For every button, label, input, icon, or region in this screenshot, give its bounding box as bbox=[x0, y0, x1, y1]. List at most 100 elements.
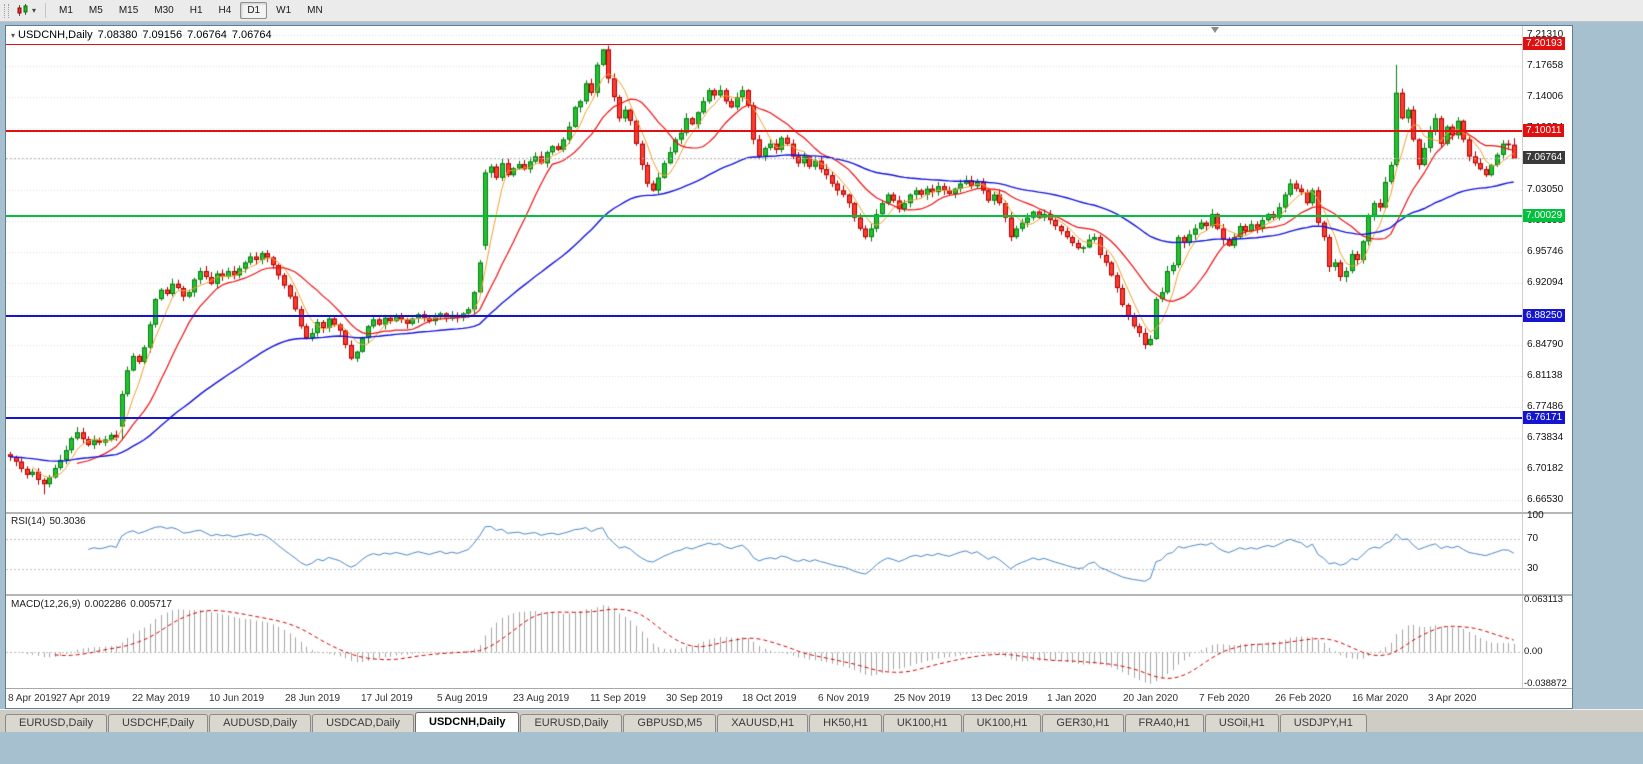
chart-tab[interactable]: FRA40,H1 bbox=[1124, 714, 1204, 732]
chart-tab[interactable]: USDCHF,Daily bbox=[107, 714, 209, 732]
date-axis-label: 25 Nov 2019 bbox=[894, 693, 951, 704]
dropdown-caret-icon[interactable]: ▾ bbox=[32, 6, 37, 15]
chart-canvas[interactable] bbox=[6, 26, 1522, 708]
price-axis-label: 7.03050 bbox=[1527, 184, 1564, 195]
price-axis-label: 6.70182 bbox=[1527, 463, 1564, 474]
chart-tab-bar: EURUSD,Daily USDCHF,Daily AUDUSD,Daily USDC… bbox=[0, 709, 1643, 732]
macd-axis-label: -0.038872 bbox=[1524, 678, 1567, 689]
date-axis-separator bbox=[6, 688, 1572, 689]
horizontal-line[interactable] bbox=[6, 215, 1522, 217]
price-axis-label: 6.77486 bbox=[1527, 401, 1564, 412]
ohlc-close: 7.06764 bbox=[231, 29, 272, 41]
price-axis-label: 6.95746 bbox=[1527, 246, 1564, 257]
date-axis-label: 1 Jan 2020 bbox=[1047, 693, 1097, 704]
macd-name: MACD(12,26,9) bbox=[11, 599, 81, 610]
chart-tab[interactable]: UK100,H1 bbox=[882, 714, 962, 732]
date-axis-label: 7 Feb 2020 bbox=[1199, 693, 1250, 704]
chart-tab[interactable]: UK100,H1 bbox=[962, 714, 1042, 732]
price-axis-label: 7.14006 bbox=[1527, 91, 1564, 102]
chart-tab[interactable]: XAUUSD,H1 bbox=[717, 714, 809, 732]
price-axis-label: 7.17658 bbox=[1527, 60, 1564, 71]
pane-splitter[interactable] bbox=[6, 594, 1572, 596]
price-axis-label: 6.92094 bbox=[1527, 277, 1564, 288]
timeframe-button-m15[interactable]: M15 bbox=[118, 5, 139, 16]
date-axis-label: 18 Oct 2019 bbox=[742, 693, 797, 704]
date-axis-label: 28 Jun 2019 bbox=[285, 693, 341, 704]
date-axis-label: 6 Nov 2019 bbox=[818, 693, 870, 704]
toolbar-grip[interactable] bbox=[4, 3, 9, 18]
date-axis-label: 23 Aug 2019 bbox=[513, 693, 570, 704]
chart-tab[interactable]: GBPUSD,M5 bbox=[623, 714, 717, 732]
price-axis-label: 6.66530 bbox=[1527, 494, 1564, 505]
date-axis-label: 3 Apr 2020 bbox=[1428, 693, 1477, 704]
timeframe-button-d1[interactable]: D1 bbox=[240, 2, 268, 19]
price-level-badge: 7.10011 bbox=[1523, 124, 1565, 137]
date-axis-label: 17 Jul 2019 bbox=[361, 693, 413, 704]
rsi-value: 50.3036 bbox=[49, 516, 86, 527]
horizontal-line[interactable] bbox=[6, 130, 1522, 132]
macd-value-main: 0.002286 bbox=[84, 599, 127, 610]
current-price-badge: 7.06764 bbox=[1523, 151, 1566, 164]
macd-axis-label: 0.063113 bbox=[1524, 594, 1563, 605]
rsi-name: RSI(14) bbox=[11, 516, 46, 527]
chart-tab[interactable]: AUDUSD,Daily bbox=[209, 714, 312, 732]
chart-tab[interactable]: USDCNH,Daily bbox=[415, 712, 520, 732]
price-axis-label: 6.84790 bbox=[1527, 339, 1564, 350]
chart-window: ▾ USDCNH,Daily 7.08380 7.09156 7.06764 7.0676… bbox=[5, 25, 1573, 709]
ohlc-low: 7.06764 bbox=[187, 29, 227, 41]
timeframe-button-h4[interactable]: H4 bbox=[218, 5, 232, 16]
macd-axis-label: 0.00 bbox=[1524, 646, 1543, 657]
date-axis-label: 27 Apr 2019 bbox=[56, 693, 110, 704]
date-axis-label: 5 Aug 2019 bbox=[437, 693, 488, 704]
rsi-label: RSI(14) 50.3036 bbox=[11, 516, 86, 527]
timeframe-button-w1[interactable]: W1 bbox=[276, 5, 292, 16]
date-axis-label: 10 Jun 2019 bbox=[209, 693, 265, 704]
horizontal-line[interactable] bbox=[6, 44, 1522, 45]
timeframe-button-mn[interactable]: MN bbox=[307, 5, 323, 16]
date-axis-label: 26 Feb 2020 bbox=[1275, 693, 1332, 704]
toolbar-separator bbox=[45, 3, 47, 18]
candlestick-icon bbox=[17, 4, 28, 16]
date-axis-label: 30 Sep 2019 bbox=[666, 693, 723, 704]
timeframe-toolbar: ▾ M1 M5 M15 M30 H1 H4 D1 W1 MN bbox=[0, 0, 1643, 22]
chart-shift-marker[interactable] bbox=[1211, 27, 1219, 33]
rsi-axis-label: 30 bbox=[1527, 563, 1539, 574]
pane-splitter[interactable] bbox=[6, 512, 1572, 514]
chart-tab[interactable]: USOil,H1 bbox=[1204, 714, 1279, 732]
chart-periods-icon[interactable] bbox=[16, 4, 30, 17]
chart-tab[interactable]: EURUSD,Daily bbox=[5, 714, 107, 732]
macd-value-signal: 0.005717 bbox=[130, 599, 172, 610]
price-level-badge: 7.20193 bbox=[1523, 37, 1566, 50]
price-level-badge: 6.76171 bbox=[1523, 411, 1566, 424]
date-axis-label: 11 Sep 2019 bbox=[590, 693, 646, 704]
rsi-axis-label: 70 bbox=[1527, 533, 1539, 544]
horizontal-line[interactable] bbox=[6, 315, 1522, 317]
date-axis-label: 8 Apr 2019 bbox=[8, 693, 57, 704]
chart-tab[interactable]: USDCAD,Daily bbox=[312, 714, 415, 732]
price-level-badge: 6.88250 bbox=[1523, 309, 1566, 322]
timeframe-buttons: M1 M5 M15 M30 H1 H4 D1 W1 MN bbox=[51, 2, 331, 19]
ohlc-open: 7.08380 bbox=[97, 29, 138, 41]
date-axis-label: 20 Jan 2020 bbox=[1123, 693, 1179, 704]
price-level-badge: 7.00029 bbox=[1523, 209, 1566, 222]
one-click-trading-arrow[interactable]: ▾ bbox=[11, 31, 16, 40]
chart-tab[interactable]: HK50,H1 bbox=[809, 714, 882, 732]
date-axis[interactable]: 8 Apr 2019 27 Apr 2019 22 May 2019 10 Jun 2… bbox=[6, 689, 1522, 708]
date-axis-label: 16 Mar 2020 bbox=[1352, 693, 1409, 704]
chart-tab[interactable]: GER30,H1 bbox=[1042, 714, 1124, 732]
chart-tab[interactable]: EURUSD,Daily bbox=[520, 714, 623, 732]
chart-title: ▾ USDCNH,Daily 7.08380 7.09156 7.06764 7.0676… bbox=[11, 29, 277, 41]
ohlc-high: 7.09156 bbox=[142, 29, 183, 41]
timeframe-button-m30[interactable]: M30 bbox=[154, 5, 174, 16]
date-axis-label: 22 May 2019 bbox=[132, 693, 190, 704]
chart-tab[interactable]: USDJPY,H1 bbox=[1279, 714, 1367, 732]
timeframe-button-m5[interactable]: M5 bbox=[88, 5, 103, 16]
horizontal-line[interactable] bbox=[6, 417, 1522, 419]
price-axis-label: 6.81138 bbox=[1527, 370, 1563, 381]
timeframe-button-h1[interactable]: H1 bbox=[189, 5, 203, 16]
price-axis-label: 7.21310 bbox=[1527, 29, 1564, 40]
timeframe-button-m1[interactable]: M1 bbox=[59, 5, 73, 16]
price-axis-separator bbox=[1522, 26, 1523, 689]
price-axis-label: 6.73834 bbox=[1527, 432, 1564, 443]
macd-label: MACD(12,26,9) 0.002286 0.005717 bbox=[11, 599, 172, 610]
